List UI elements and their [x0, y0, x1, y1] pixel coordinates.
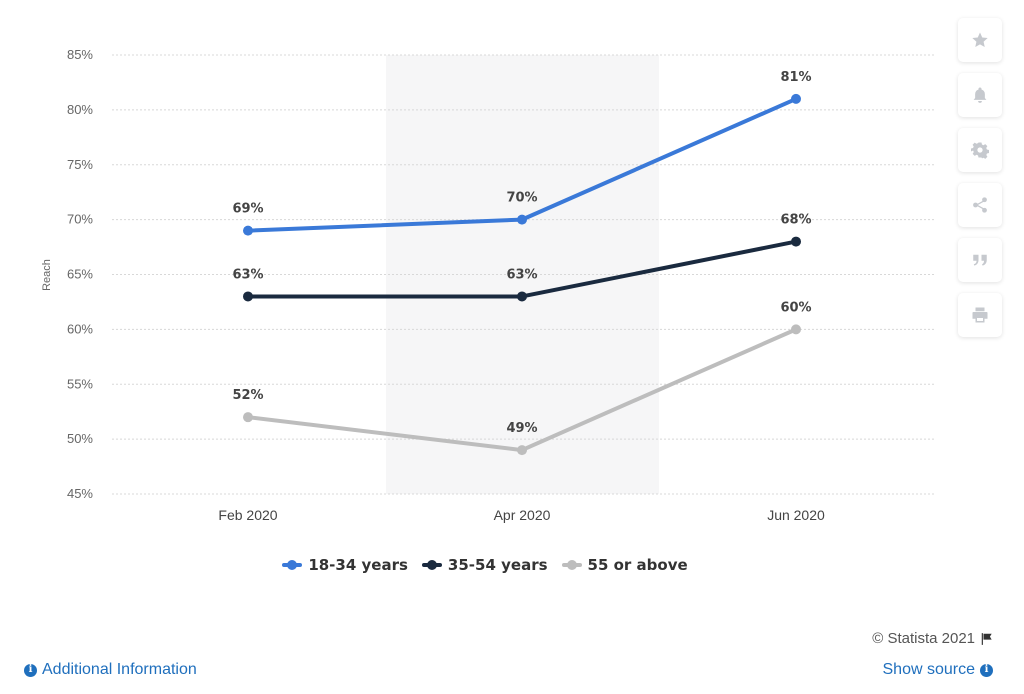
copyright-text: © Statista 2021 — [872, 630, 975, 647]
additional-information-link[interactable]: i Additional Information — [24, 661, 197, 679]
legend-item-18-34[interactable]: 18-34 years — [282, 556, 408, 574]
share-icon — [973, 197, 987, 213]
data-label: 69% — [232, 202, 263, 217]
x-tick-label: Apr 2020 — [494, 507, 551, 523]
info-icon: i — [980, 663, 993, 677]
favorite-button[interactable] — [958, 18, 1002, 62]
print-icon — [972, 307, 988, 323]
legend-label: 18-34 years — [308, 556, 408, 574]
y-tick-label: 85% — [67, 47, 93, 62]
legend-swatch — [561, 559, 582, 571]
bell-icon — [973, 87, 987, 103]
settings-button[interactable] — [958, 128, 1002, 172]
series-35-54 years: 63% 63% 68% — [232, 213, 812, 302]
y-tick-label: 55% — [67, 376, 93, 391]
y-axis-title: Reach — [41, 259, 53, 291]
share-button[interactable] — [958, 183, 1002, 227]
x-tick-label: Jun 2020 — [767, 507, 825, 523]
series-18-34 years: 69% 70% 81% — [232, 70, 812, 236]
y-tick-label: 60% — [67, 321, 93, 336]
data-label: 63% — [232, 267, 263, 282]
legend: 18-34 years 35-54 years 55 or above — [0, 556, 970, 574]
data-label: 52% — [232, 388, 263, 403]
legend-item-55-above[interactable]: 55 or above — [561, 556, 688, 574]
y-tick-label: 50% — [67, 431, 93, 446]
star-icon — [972, 32, 988, 48]
data-point[interactable] — [517, 445, 527, 456]
y-tick-label: 75% — [67, 157, 93, 172]
additional-information-label: Additional Information — [42, 661, 197, 678]
y-tick-label: 80% — [67, 102, 93, 117]
data-label: 63% — [506, 267, 537, 282]
copyright: © Statista 2021 — [872, 630, 994, 647]
series-55 or above: 52% 49% 60% — [232, 300, 812, 456]
data-label: 68% — [780, 213, 811, 228]
legend-swatch — [421, 559, 442, 571]
notification-button[interactable] — [958, 73, 1002, 117]
data-point[interactable] — [243, 412, 253, 423]
legend-label: 35-54 years — [447, 556, 548, 574]
cite-button[interactable] — [958, 238, 1002, 282]
data-point[interactable] — [791, 93, 801, 104]
legend-item-35-54[interactable]: 35-54 years — [421, 556, 548, 574]
data-label: 60% — [780, 300, 811, 315]
y-tick-label: 70% — [67, 212, 93, 227]
y-tick-label: 65% — [67, 267, 93, 282]
chart-toolbar — [958, 18, 1002, 337]
x-tick-label: Feb 2020 — [218, 507, 277, 523]
data-point[interactable] — [517, 291, 527, 302]
series: 69% 70% 81% 63% 63% 68% 52% 49% 60% — [232, 70, 812, 456]
data-point[interactable] — [243, 225, 253, 236]
data-point[interactable] — [791, 324, 801, 335]
legend-swatch — [282, 559, 303, 571]
x-axis-ticks: Feb 2020 Apr 2020 Jun 2020 — [218, 507, 825, 523]
y-tick-label: 45% — [67, 486, 93, 501]
y-axis-ticks: 45% 50% 55% 60% 65% 70% 75% 80% 85% — [67, 47, 93, 501]
show-source-label: Show source — [882, 661, 976, 678]
data-label: 70% — [506, 191, 537, 206]
flag-icon — [981, 632, 992, 645]
data-point[interactable] — [791, 236, 801, 247]
show-source-link[interactable]: Show source i — [882, 661, 993, 679]
data-point[interactable] — [517, 214, 527, 225]
data-label: 81% — [780, 70, 811, 85]
print-button[interactable] — [958, 293, 1002, 337]
data-label: 49% — [506, 421, 537, 436]
gear-icon — [971, 142, 989, 159]
data-point[interactable] — [243, 291, 253, 302]
quote-icon — [973, 254, 987, 266]
legend-label: 55 or above — [587, 556, 688, 574]
info-icon: i — [24, 663, 37, 677]
line-chart: 45% 50% 55% 60% 65% 70% 75% 80% 85% Feb 2020 Apr … — [41, 47, 935, 523]
